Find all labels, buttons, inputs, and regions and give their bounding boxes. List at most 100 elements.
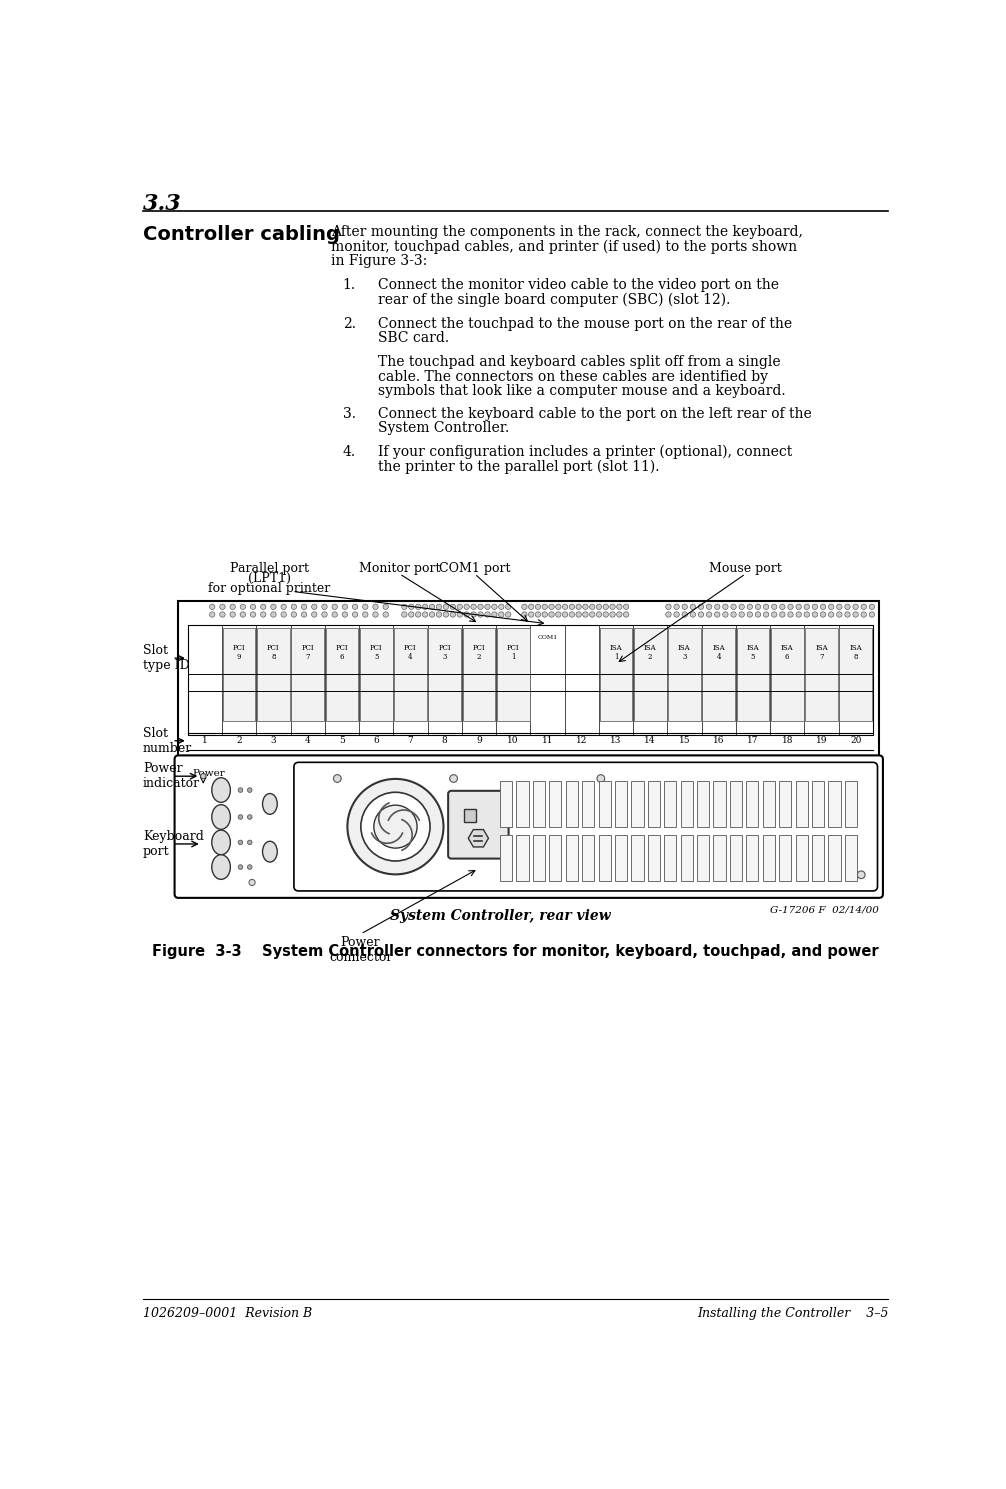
Text: ISA
8: ISA 8 bbox=[849, 643, 862, 661]
Text: Power: Power bbox=[192, 768, 225, 777]
Text: 14: 14 bbox=[645, 736, 656, 746]
Text: 20: 20 bbox=[850, 736, 861, 746]
Circle shape bbox=[444, 605, 449, 609]
Bar bbox=[497, 628, 529, 721]
FancyBboxPatch shape bbox=[448, 791, 509, 859]
Text: monitor, touchpad cables, and printer (if used) to the ports shown: monitor, touchpad cables, and printer (i… bbox=[331, 240, 797, 255]
Bar bbox=[730, 780, 742, 826]
Text: 18: 18 bbox=[782, 736, 793, 746]
Circle shape bbox=[772, 605, 777, 609]
Text: PCI
2: PCI 2 bbox=[473, 643, 485, 661]
Circle shape bbox=[238, 865, 242, 870]
Text: 3.3: 3.3 bbox=[143, 192, 181, 214]
Circle shape bbox=[853, 605, 858, 609]
Circle shape bbox=[666, 612, 671, 618]
Bar bbox=[565, 835, 577, 881]
Circle shape bbox=[383, 612, 388, 618]
Circle shape bbox=[624, 612, 629, 618]
Bar bbox=[533, 780, 545, 826]
Bar bbox=[599, 835, 611, 881]
Bar bbox=[500, 780, 512, 826]
Bar bbox=[664, 780, 676, 826]
Circle shape bbox=[682, 605, 687, 609]
Circle shape bbox=[271, 612, 277, 618]
Bar bbox=[746, 780, 759, 826]
Circle shape bbox=[352, 605, 358, 609]
Circle shape bbox=[471, 605, 476, 609]
Circle shape bbox=[812, 605, 818, 609]
Ellipse shape bbox=[263, 794, 278, 814]
Circle shape bbox=[312, 605, 317, 609]
Text: PCI
4: PCI 4 bbox=[404, 643, 416, 661]
Text: 12: 12 bbox=[576, 736, 588, 746]
Circle shape bbox=[610, 605, 616, 609]
Circle shape bbox=[209, 612, 215, 618]
FancyBboxPatch shape bbox=[175, 755, 883, 898]
Circle shape bbox=[230, 605, 235, 609]
Circle shape bbox=[430, 612, 435, 618]
Bar bbox=[549, 835, 561, 881]
Bar bbox=[326, 628, 358, 721]
Circle shape bbox=[271, 605, 277, 609]
Circle shape bbox=[555, 605, 561, 609]
Bar bbox=[828, 835, 841, 881]
Text: the printer to the parallel port (slot 11).: the printer to the parallel port (slot 1… bbox=[377, 460, 659, 474]
Circle shape bbox=[437, 605, 442, 609]
Circle shape bbox=[450, 605, 456, 609]
Text: 9: 9 bbox=[476, 736, 482, 746]
Circle shape bbox=[772, 612, 777, 618]
Circle shape bbox=[861, 605, 866, 609]
Circle shape bbox=[247, 840, 253, 844]
Circle shape bbox=[247, 814, 253, 819]
Circle shape bbox=[682, 612, 687, 618]
Bar bbox=[796, 835, 808, 881]
Circle shape bbox=[219, 612, 225, 618]
Text: PCI
7: PCI 7 bbox=[302, 643, 314, 661]
Bar bbox=[615, 780, 627, 826]
Text: 6: 6 bbox=[373, 736, 379, 746]
Ellipse shape bbox=[212, 804, 230, 829]
Text: 3.: 3. bbox=[343, 406, 356, 420]
Circle shape bbox=[722, 605, 728, 609]
Circle shape bbox=[240, 605, 245, 609]
Circle shape bbox=[374, 806, 417, 849]
Circle shape bbox=[597, 612, 602, 618]
Bar bbox=[771, 628, 804, 721]
Circle shape bbox=[861, 612, 866, 618]
Text: 7: 7 bbox=[407, 736, 413, 746]
Text: 10: 10 bbox=[507, 736, 519, 746]
Bar bbox=[549, 780, 561, 826]
Text: The touchpad and keyboard cables split off from a single: The touchpad and keyboard cables split o… bbox=[377, 354, 781, 369]
Circle shape bbox=[240, 612, 245, 618]
Circle shape bbox=[837, 612, 842, 618]
Text: 8: 8 bbox=[442, 736, 448, 746]
Text: cable. The connectors on these cables are identified by: cable. The connectors on these cables ar… bbox=[377, 369, 768, 384]
Circle shape bbox=[415, 612, 421, 618]
Text: PCI
6: PCI 6 bbox=[336, 643, 348, 661]
Text: 13: 13 bbox=[611, 736, 622, 746]
Circle shape bbox=[542, 612, 547, 618]
Bar bbox=[533, 835, 545, 881]
Text: G-17206 F  02/14/00: G-17206 F 02/14/00 bbox=[771, 905, 879, 914]
Circle shape bbox=[575, 612, 581, 618]
Bar bbox=[845, 835, 857, 881]
Text: 2: 2 bbox=[236, 736, 242, 746]
Text: ISA
1: ISA 1 bbox=[610, 643, 623, 661]
Circle shape bbox=[291, 605, 297, 609]
Ellipse shape bbox=[212, 855, 230, 880]
Circle shape bbox=[829, 612, 834, 618]
Text: ISA
3: ISA 3 bbox=[678, 643, 691, 661]
Circle shape bbox=[869, 612, 874, 618]
Circle shape bbox=[219, 605, 225, 609]
Circle shape bbox=[845, 605, 850, 609]
Circle shape bbox=[829, 605, 834, 609]
Text: 1.: 1. bbox=[343, 278, 356, 292]
Circle shape bbox=[555, 612, 561, 618]
Circle shape bbox=[430, 605, 435, 609]
Circle shape bbox=[485, 612, 490, 618]
Circle shape bbox=[347, 779, 444, 874]
Circle shape bbox=[603, 612, 609, 618]
Circle shape bbox=[322, 605, 327, 609]
Bar bbox=[292, 628, 324, 721]
Circle shape bbox=[820, 605, 826, 609]
